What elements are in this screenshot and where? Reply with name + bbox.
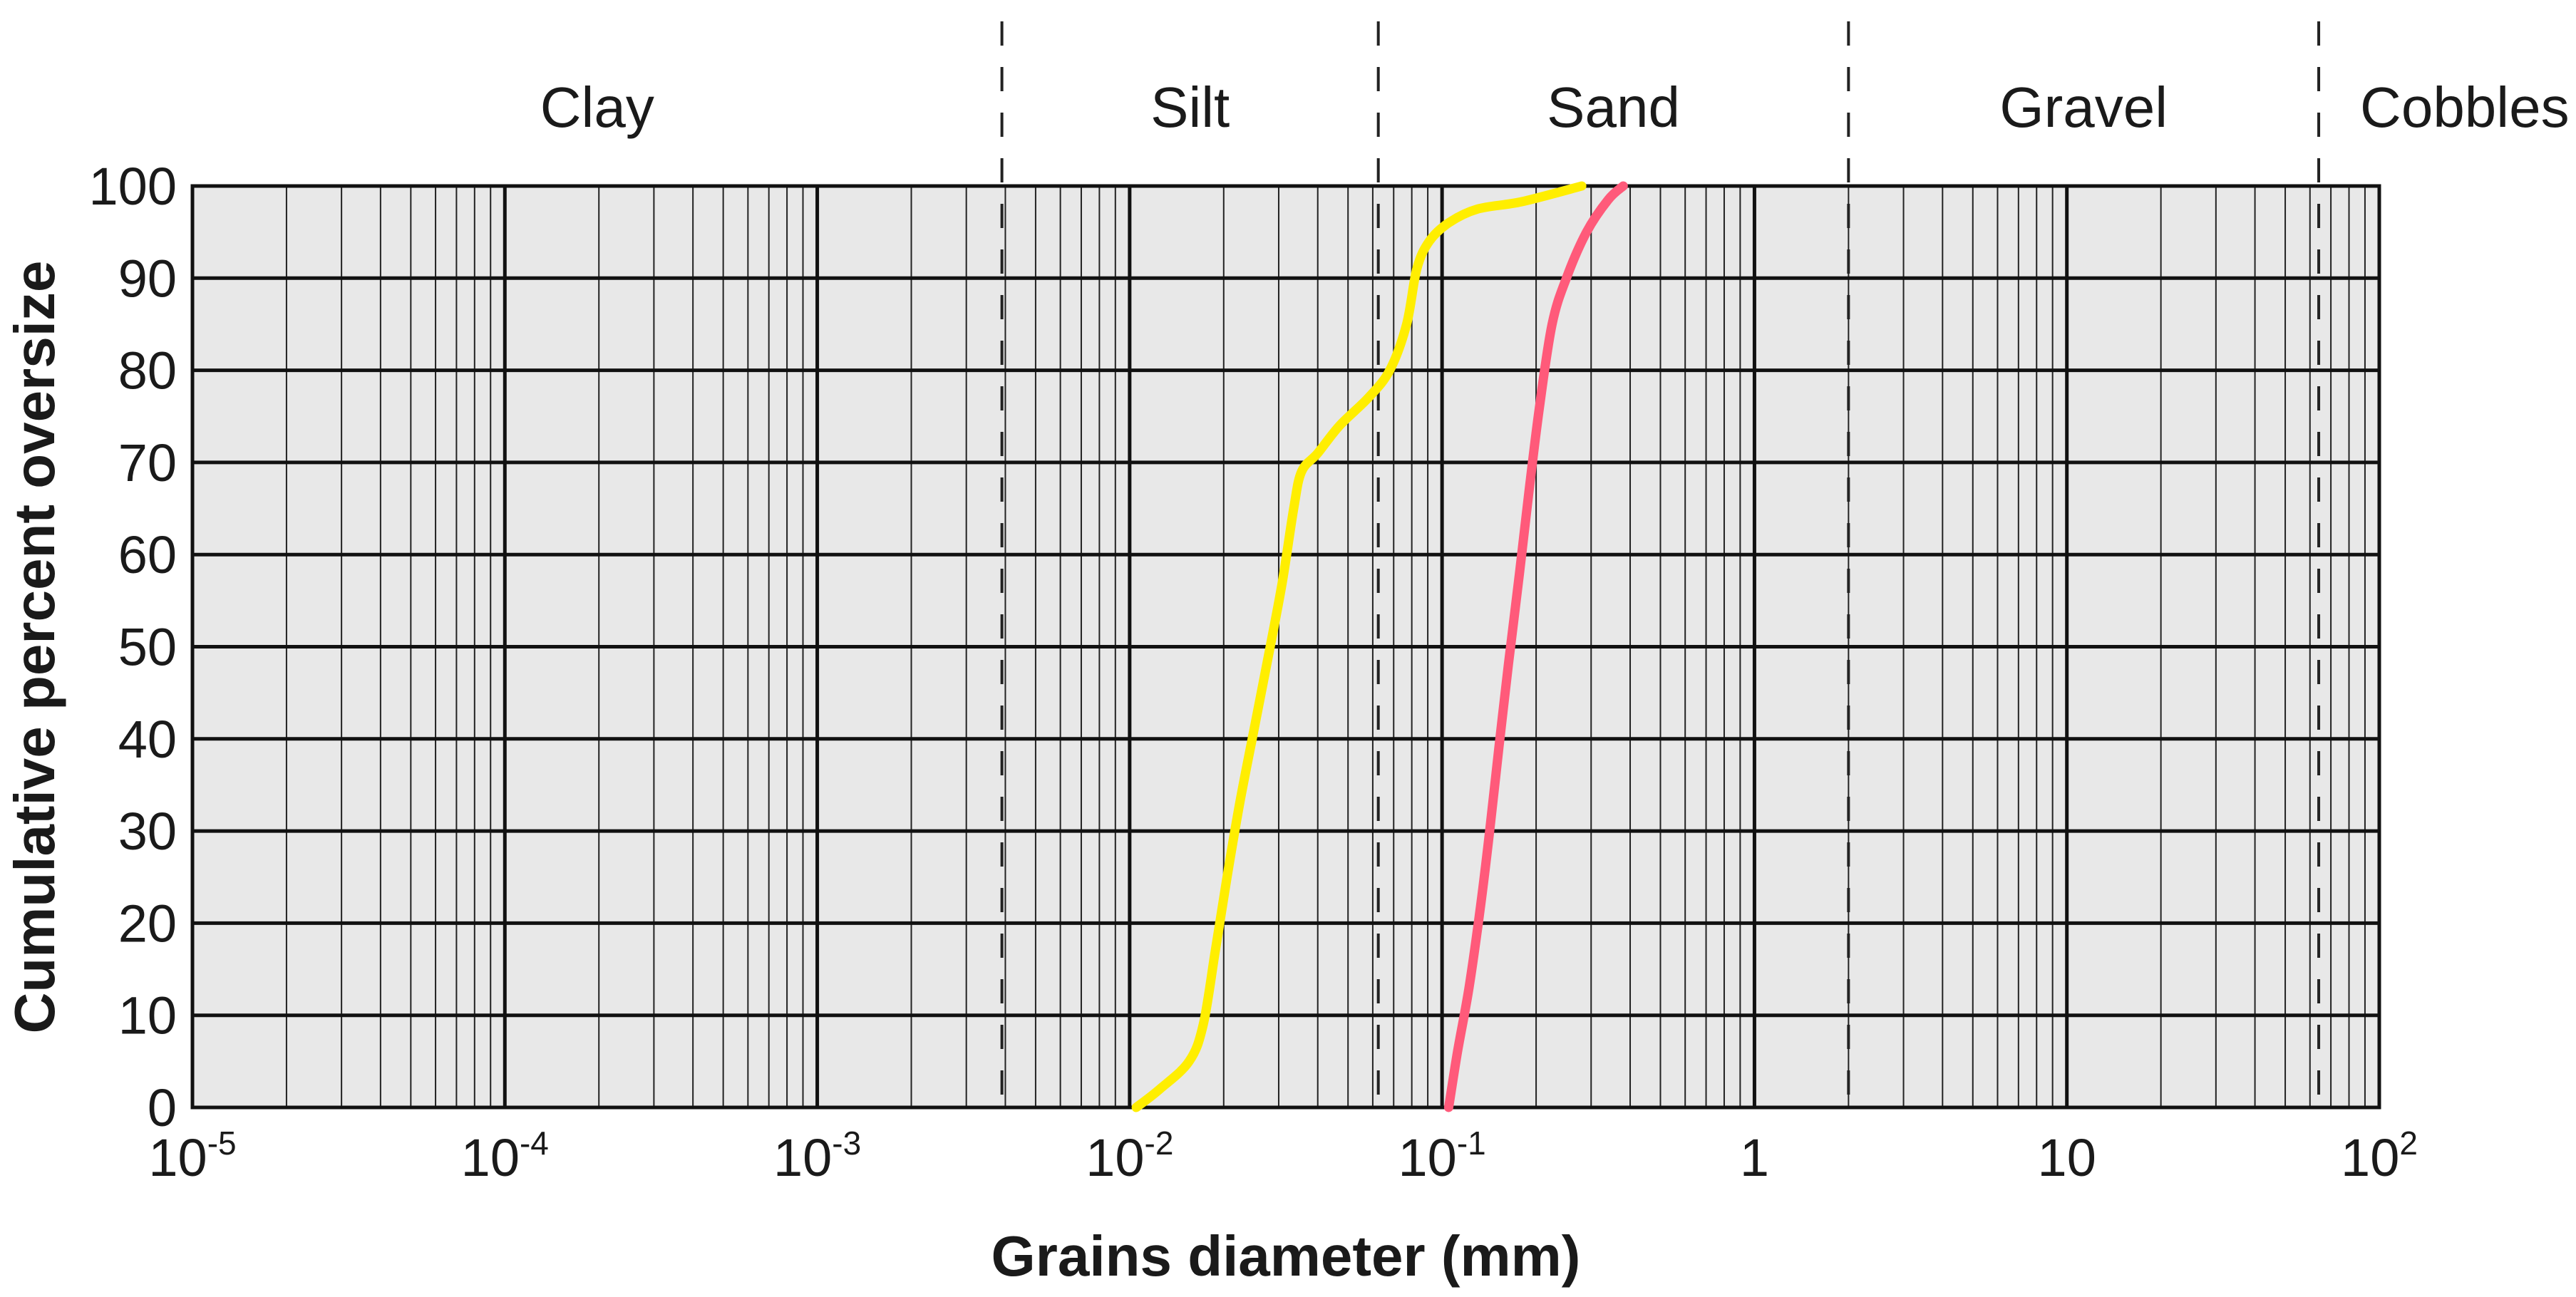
x-tick-label: 10-1 (1398, 1125, 1486, 1187)
series-lines (1131, 181, 1628, 1112)
y-axis-title: Cumulative percent oversize (3, 261, 66, 1034)
y-tick-label: 50 (118, 618, 177, 677)
y-tick-label: 10 (118, 986, 177, 1045)
x-tick-labels: 10-5 10-4 10-3 10-2 10-1 1 10 102 (148, 1125, 2418, 1187)
y-tick-label: 40 (118, 710, 177, 769)
x-tick-label: 102 (2341, 1125, 2418, 1187)
y-tick-label: 30 (118, 802, 177, 861)
x-tick-label: 10 (2038, 1128, 2096, 1187)
size-class-label-gravel: Gravel (1999, 76, 2168, 139)
x-tick-label: 10-4 (461, 1125, 549, 1187)
y-tick-label: 90 (118, 249, 177, 308)
y-tick-label: 70 (118, 433, 177, 492)
y-tick-label: 80 (118, 341, 177, 401)
x-tick-label: 1 (1740, 1128, 1769, 1187)
x-tick-label: 10-5 (148, 1125, 236, 1187)
x-tick-label: 10-2 (1086, 1125, 1173, 1187)
x-axis-title: Grains diameter (mm) (991, 1224, 1581, 1288)
y-tick-label: 60 (118, 525, 177, 584)
size-class-label-sand: Sand (1547, 76, 1680, 139)
x-tick-label: 10-3 (773, 1125, 861, 1187)
size-class-label-clay: Clay (540, 76, 654, 139)
plot-frame (190, 184, 2381, 1110)
y-tick-label: 20 (118, 894, 177, 953)
size-class-labels: Clay Silt Sand Gravel Cobbles (540, 76, 2570, 139)
series-line-2 (1443, 181, 1628, 1112)
size-class-label-silt: Silt (1150, 76, 1230, 139)
y-tick-labels: 0 10 20 30 40 50 60 70 80 90 100 (89, 157, 177, 1137)
y-tick-label: 100 (89, 157, 177, 216)
size-class-label-cobbles: Cobbles (2360, 76, 2570, 139)
series-line-1 (1131, 181, 1587, 1112)
y-tick-label: 0 (148, 1078, 177, 1137)
